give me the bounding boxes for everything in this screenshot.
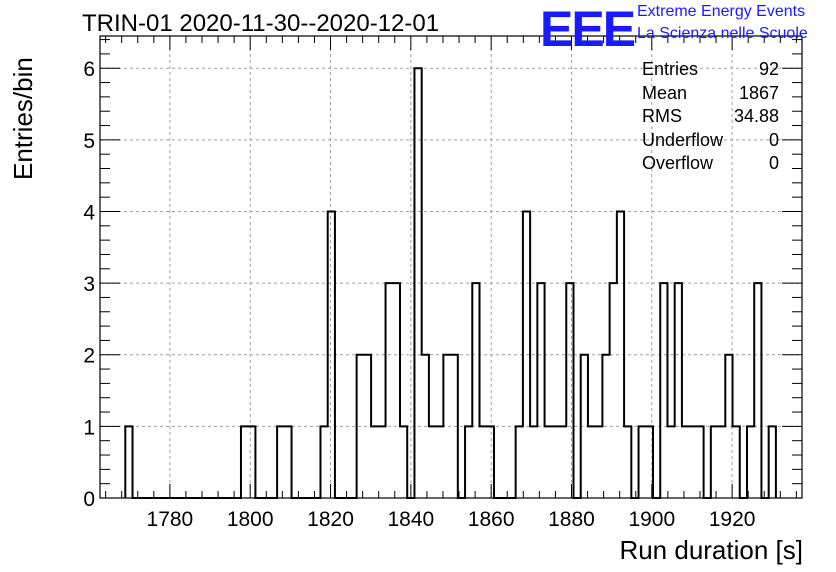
stats-box: Entries 92 Mean 1867 RMS 34.88 Underflow… — [642, 58, 779, 176]
histogram-bin — [725, 355, 732, 498]
stats-label: RMS — [642, 106, 682, 127]
y-tick-label: 4 — [83, 201, 95, 224]
histogram-bin — [414, 68, 421, 498]
logo-line-2: La Scienza nelle Scuole — [637, 25, 808, 42]
histogram-bin — [718, 426, 725, 498]
histogram-bin — [537, 283, 544, 498]
x-tick-label: 1900 — [628, 508, 675, 531]
y-tick-label: 0 — [83, 488, 95, 511]
x-tick-label: 1820 — [307, 508, 354, 531]
histogram-bin — [559, 426, 566, 498]
histogram-bin — [422, 355, 429, 498]
histogram-bin — [667, 426, 674, 498]
histogram-bin — [696, 426, 703, 498]
histogram-bin — [487, 426, 494, 498]
x-tick-label: 1840 — [387, 508, 434, 531]
y-tick-label: 2 — [83, 345, 95, 368]
histogram-bin — [711, 426, 718, 498]
y-tick-label: 1 — [83, 416, 95, 439]
stats-row-mean: Mean 1867 — [642, 82, 779, 106]
stats-value: 0 — [768, 129, 779, 150]
stats-label: Mean — [642, 82, 688, 103]
stats-label: Entries — [642, 59, 699, 79]
histogram-bin — [675, 283, 682, 498]
y-tick-label: 6 — [83, 58, 95, 81]
stats-value: 1867 — [738, 82, 779, 103]
histogram-bin — [465, 426, 472, 498]
histogram-bin — [747, 426, 754, 498]
histogram-bin — [682, 426, 689, 498]
stats-row-overflow: Overflow 0 — [642, 152, 779, 176]
histogram-bin — [639, 426, 646, 498]
histogram-bin — [595, 426, 602, 498]
axis-ticks: 1780 1800 1820 1840 1860 1880 1900 1920 0 1 2 3 4 5 6 — [83, 36, 802, 531]
histogram-bin — [429, 426, 436, 498]
stats-row-rms: RMS 34.88 — [642, 105, 779, 129]
histogram-bin — [451, 355, 458, 498]
stats-row-entries: Entries 92 — [642, 58, 779, 82]
y-tick-label: 3 — [83, 273, 95, 296]
histogram-bin — [472, 283, 479, 498]
stats-value: 0 — [768, 153, 779, 174]
histogram-bin — [545, 426, 552, 498]
histogram-bin — [581, 355, 588, 498]
histogram-bin — [552, 426, 559, 498]
histogram-bin — [610, 283, 617, 498]
x-tick-label: 1780 — [147, 508, 194, 531]
y-axis-label: Entries/bin — [8, 57, 38, 180]
histogram-bin — [284, 426, 291, 498]
histogram-bin — [588, 426, 595, 498]
histogram-bin — [328, 211, 335, 498]
x-tick-label: 1860 — [468, 508, 515, 531]
histogram-bin — [386, 283, 393, 498]
histogram-bin — [320, 426, 327, 498]
histogram-bin — [357, 355, 364, 498]
histogram-bin — [769, 426, 776, 498]
histogram-bin — [378, 426, 385, 498]
histogram-bin — [689, 426, 696, 498]
histogram-bin — [436, 426, 443, 498]
x-tick-label: 1880 — [548, 508, 595, 531]
eee-logo: EEE — [540, 1, 636, 57]
chart-title: TRIN-01 2020-11-30--2020-12-01 — [82, 10, 440, 37]
histogram-bin — [400, 426, 407, 498]
histogram-bin — [125, 426, 132, 498]
histogram-bin — [480, 426, 487, 498]
stats-value: 92 — [758, 59, 779, 79]
histogram-bin — [241, 426, 248, 498]
x-axis-label: Run duration [s] — [619, 535, 803, 565]
histogram-bin — [248, 426, 255, 498]
x-tick-label: 1800 — [227, 508, 274, 531]
histogram-bin — [617, 211, 624, 498]
stats-row-underflow: Underflow 0 — [642, 129, 779, 153]
histogram-bin — [530, 426, 537, 498]
histogram-bin — [566, 283, 573, 498]
histogram-bin — [660, 283, 667, 498]
histogram-bin — [371, 426, 378, 498]
histogram-bin — [393, 283, 400, 498]
histogram-bin — [523, 211, 530, 498]
stats-label: Overflow — [642, 153, 714, 174]
x-tick-label: 1920 — [709, 508, 756, 531]
y-tick-label: 5 — [83, 130, 95, 153]
histogram-bin — [602, 355, 609, 498]
histogram-bin — [443, 355, 450, 498]
plot-frame — [99, 35, 803, 499]
stats-value: 34.88 — [733, 106, 779, 127]
histogram-bin — [277, 426, 284, 498]
histogram-bin — [624, 426, 631, 498]
histogram-bin — [733, 426, 740, 498]
histogram-bin — [516, 426, 523, 498]
stats-label: Underflow — [642, 129, 724, 150]
histogram-bin — [754, 283, 761, 498]
histogram-bin — [364, 355, 371, 498]
logo-line-1: Extreme Energy Events — [637, 3, 806, 20]
